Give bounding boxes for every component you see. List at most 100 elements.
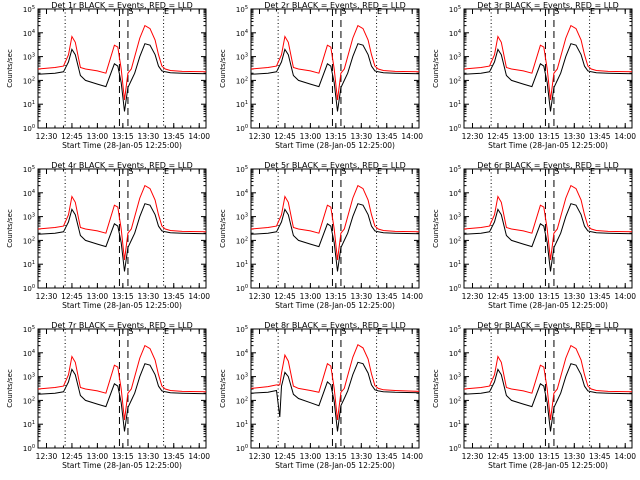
x-axis-label: Start Time (28-Jan-05 12:25:00) <box>488 141 608 150</box>
y-axis-label: Counts/sec <box>432 209 440 248</box>
y-tick-label: 101 <box>236 260 248 269</box>
y-tick-label: 103 <box>236 373 248 382</box>
x-tick-label: 14:00 <box>188 452 210 461</box>
x-tick-label: 12:45 <box>61 132 83 141</box>
x-tick-label: 12:30 <box>462 132 484 141</box>
x-tick-label: 14:00 <box>401 132 423 141</box>
plot-frame <box>37 328 207 449</box>
series-line-events <box>463 43 633 112</box>
y-tick-label: 105 <box>449 5 461 14</box>
x-tick-label: 13:15 <box>538 452 560 461</box>
marker-label: S <box>554 7 559 16</box>
x-tick-label: 12:45 <box>61 292 83 301</box>
marker-label: S <box>128 327 133 336</box>
y-tick-label: 104 <box>23 29 35 38</box>
y-tick-label: 101 <box>23 100 35 109</box>
x-tick-label: 12:45 <box>487 452 509 461</box>
y-tick-label: 100 <box>23 284 35 293</box>
x-tick-label: 13:45 <box>376 452 398 461</box>
y-tick-label: 104 <box>449 189 461 198</box>
x-tick-label: 13:00 <box>300 132 322 141</box>
series-line-lld <box>37 24 207 101</box>
y-tick-label: 101 <box>236 100 248 109</box>
y-tick-label: 100 <box>23 124 35 133</box>
x-tick-label: 13:00 <box>300 292 322 301</box>
y-tick-label: 100 <box>236 124 248 133</box>
marker-label: E <box>590 7 595 16</box>
y-axis-label: Counts/sec <box>6 49 14 88</box>
x-tick-label: 13:15 <box>112 292 134 301</box>
y-tick-label: 102 <box>23 76 35 85</box>
y-axis-label: Counts/sec <box>432 49 440 88</box>
x-tick-label: 14:00 <box>188 132 210 141</box>
y-axis-label: Counts/sec <box>6 209 14 248</box>
x-axis-label: Start Time (28-Jan-05 12:25:00) <box>62 301 182 310</box>
y-tick-label: 101 <box>236 420 248 429</box>
x-tick-label: 12:30 <box>462 292 484 301</box>
marker-label: S <box>341 327 346 336</box>
y-tick-label: 100 <box>449 444 461 453</box>
x-tick-label: 14:00 <box>614 452 636 461</box>
x-tick-label: 13:30 <box>137 132 159 141</box>
panel-title: Det 3r BLACK = Events, RED = LLD <box>477 1 619 10</box>
x-tick-label: 13:45 <box>589 452 611 461</box>
x-tick-label: 12:45 <box>61 452 83 461</box>
y-tick-label: 100 <box>236 284 248 293</box>
y-tick-label: 104 <box>236 189 248 198</box>
x-tick-label: 12:45 <box>274 292 296 301</box>
x-tick-label: 14:00 <box>614 132 636 141</box>
y-tick-label: 103 <box>449 213 461 222</box>
series-line-events <box>250 203 420 272</box>
x-tick-label: 13:45 <box>163 292 185 301</box>
y-tick-label: 104 <box>236 29 248 38</box>
x-axis-label: Start Time (28-Jan-05 12:25:00) <box>488 301 608 310</box>
series-line-lld <box>463 184 633 261</box>
y-tick-label: 104 <box>449 29 461 38</box>
x-tick-label: 13:45 <box>376 132 398 141</box>
y-tick-label: 102 <box>236 396 248 405</box>
y-tick-label: 105 <box>236 5 248 14</box>
y-tick-label: 103 <box>449 373 461 382</box>
series-line-lld <box>37 344 207 421</box>
y-tick-label: 101 <box>449 100 461 109</box>
x-tick-label: 12:45 <box>274 452 296 461</box>
marker-label: S <box>341 7 346 16</box>
y-axis-label: Counts/sec <box>219 49 227 88</box>
x-axis-label: Start Time (28-Jan-05 12:25:00) <box>488 461 608 470</box>
x-tick-label: 13:45 <box>163 132 185 141</box>
x-tick-label: 14:00 <box>401 292 423 301</box>
y-tick-label: 101 <box>23 420 35 429</box>
x-axis-label: Start Time (28-Jan-05 12:25:00) <box>62 141 182 150</box>
marker-label: S <box>341 167 346 176</box>
x-axis-label: Start Time (28-Jan-05 12:25:00) <box>275 461 395 470</box>
x-tick-label: 13:15 <box>538 132 560 141</box>
x-tick-label: 14:00 <box>188 292 210 301</box>
y-tick-label: 102 <box>449 396 461 405</box>
y-tick-label: 100 <box>449 284 461 293</box>
series-line-lld <box>463 24 633 101</box>
x-tick-label: 12:30 <box>36 292 58 301</box>
panel-title: Det 2r BLACK = Events, RED = LLD <box>264 1 406 10</box>
y-tick-label: 102 <box>23 396 35 405</box>
y-tick-label: 105 <box>23 325 35 334</box>
y-tick-label: 104 <box>23 189 35 198</box>
y-axis-label: Counts/sec <box>432 369 440 408</box>
series-line-lld <box>463 344 633 421</box>
plot-frame <box>250 328 420 449</box>
x-tick-label: 13:00 <box>87 292 109 301</box>
marker-label: S <box>128 7 133 16</box>
y-tick-label: 101 <box>23 260 35 269</box>
x-tick-label: 13:45 <box>376 292 398 301</box>
y-tick-label: 100 <box>23 444 35 453</box>
x-axis-label: Start Time (28-Jan-05 12:25:00) <box>62 461 182 470</box>
x-tick-label: 12:45 <box>487 292 509 301</box>
x-tick-label: 14:00 <box>614 292 636 301</box>
series-line-events <box>37 363 207 432</box>
marker-label: E <box>164 327 169 336</box>
x-tick-label: 12:30 <box>249 292 271 301</box>
